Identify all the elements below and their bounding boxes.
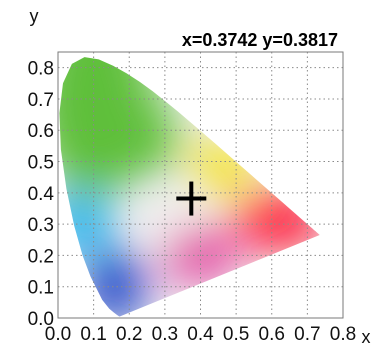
y-tick-label: 0.0 xyxy=(28,309,54,330)
x-axis-label: x xyxy=(362,327,371,347)
coordinate-readout: x=0.3742 y=0.3817 xyxy=(182,30,338,50)
grid-lines xyxy=(58,52,343,318)
x-tick-label: 0.7 xyxy=(294,324,320,345)
y-tick-label: 0.8 xyxy=(28,59,54,80)
gamut-yellowgreen xyxy=(93,92,180,181)
x-tick-label: 0.8 xyxy=(330,324,356,345)
plot-frame xyxy=(57,51,344,319)
x-tick-label: 0.6 xyxy=(259,324,285,345)
chromaticity-marker xyxy=(176,181,207,216)
x-tick-label: 0.4 xyxy=(187,324,214,345)
y-tick-label: 0.3 xyxy=(28,215,54,236)
y-tick-label: 0.5 xyxy=(28,153,54,174)
x-tick-label: 0.2 xyxy=(116,324,142,345)
y-tick-label: 0.1 xyxy=(28,278,54,299)
x-tick-label: 0.0 xyxy=(45,324,71,345)
gamut-white xyxy=(147,195,190,234)
y-tick-label: 0.4 xyxy=(28,184,55,205)
y-axis-label: y xyxy=(30,6,39,26)
x-tick-label: 0.3 xyxy=(152,324,178,345)
y-tick-label: 0.6 xyxy=(28,121,54,142)
y-tick-label: 0.7 xyxy=(28,90,54,111)
axis-ticks: 0.0 0.1 0.2 0.3 0.4 0.5 0.6 0.7 0.8 0.0 0.1 0.2 0.3 0… xyxy=(28,59,357,345)
y-tick-label: 0.2 xyxy=(28,246,54,267)
x-tick-label: 0.1 xyxy=(80,324,106,345)
x-tick-label: 0.5 xyxy=(223,324,249,345)
